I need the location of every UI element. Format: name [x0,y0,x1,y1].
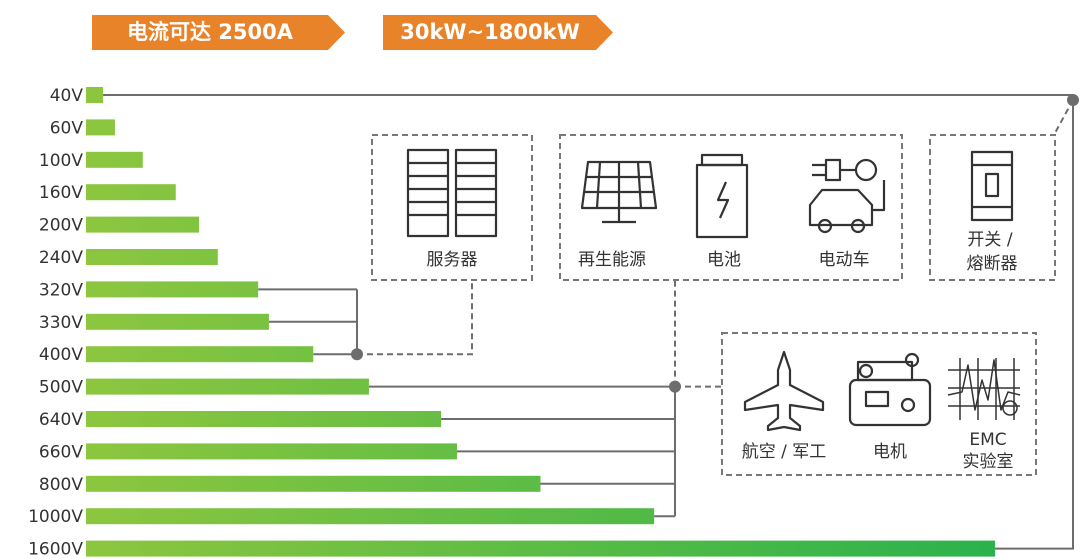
category-label: 160V [39,183,83,203]
app-label: 航空 / 军工 [742,442,827,462]
battery-icon [697,155,747,237]
bar [86,346,313,362]
bar [86,314,269,330]
bar [86,508,654,524]
bar [86,281,258,297]
app-label: 电机 [873,442,907,462]
app-label: EMC [969,430,1006,450]
application-boxes: 服务器 再生能源 电池 电动车 开关 / 熔断器 航空 / 军工 [372,135,1055,475]
category-label: 60V [50,118,84,138]
bars: 40V 60V 100V 160V 200V 240V 320V 330V 400V 500V 64… [28,86,995,559]
banner-text: 30kW~1800kW [400,20,580,44]
motor-icon [850,354,930,425]
bar [86,184,176,200]
server-icon [408,150,496,236]
bar [86,541,995,557]
app-label: 再生能源 [578,250,646,270]
bar [86,249,218,265]
bar [86,476,541,492]
app-label: 开关 / [967,230,1012,250]
bar [86,119,115,135]
bar [86,152,143,168]
bar [86,87,103,103]
ev-icon [810,160,884,232]
app-label: 电池 [707,250,741,270]
app-label: 电动车 [819,250,870,270]
category-label: 330V [39,313,83,333]
app-label: 服务器 [427,250,478,270]
banner-text: 电流可达 2500A [127,20,294,44]
category-label: 40V [50,86,84,106]
category-label: 500V [39,378,83,398]
category-label: 400V [39,345,83,365]
category-label: 240V [39,248,83,268]
bar [86,411,441,427]
jet-icon [745,352,823,430]
category-label: 1600V [28,540,83,559]
bar [86,443,457,459]
bar [86,379,369,395]
connector [357,280,472,354]
category-label: 320V [39,280,83,300]
app-label: 熔断器 [967,254,1018,274]
switch-icon [972,152,1012,220]
category-label: 200V [39,216,83,236]
connector [1055,100,1073,133]
bar [86,217,199,233]
banners: 电流可达 2500A 30kW~1800kW [92,15,613,50]
infographic: 电流可达 2500A 30kW~1800kW 服务器 再生能源 电池 电动车 [0,0,1082,559]
solar-icon [582,162,656,222]
category-label: 640V [39,410,83,430]
category-label: 800V [39,475,83,495]
category-label: 660V [39,442,83,462]
category-label: 100V [39,151,83,171]
emc-icon [948,358,1020,420]
category-label: 1000V [28,507,83,527]
app-label: 实验室 [963,452,1014,472]
